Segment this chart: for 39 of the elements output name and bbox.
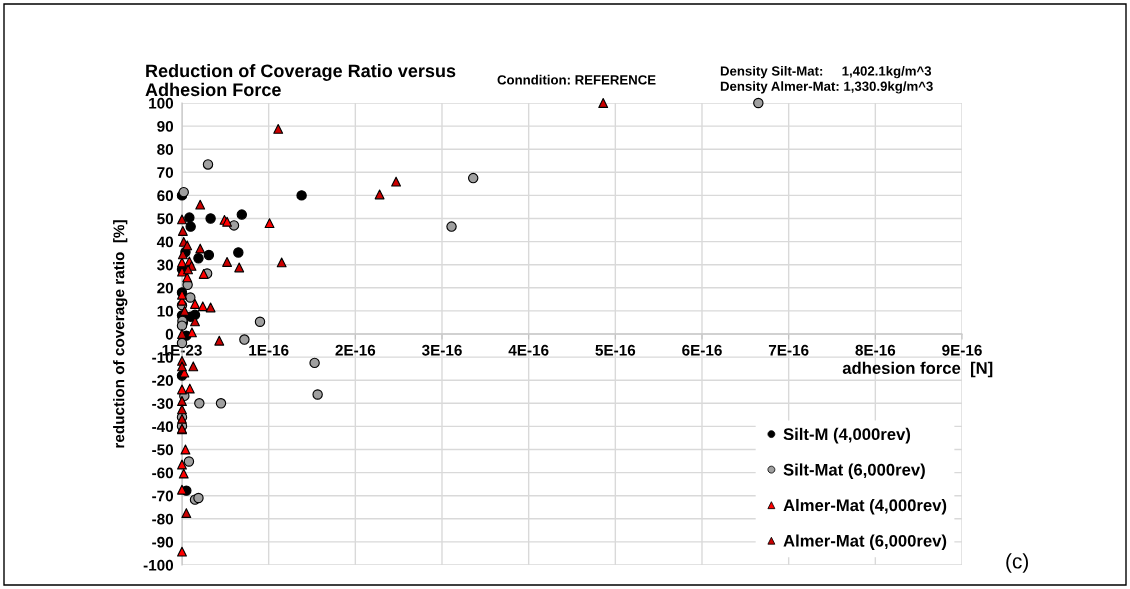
- y-tick-label: 20: [157, 282, 174, 294]
- y-tick-label: -50: [152, 444, 174, 456]
- x-tick-label: 4E-16: [508, 344, 549, 356]
- text: Density Silt-Mat: 1,402.1kg/m^3 Density Almer-Mat: 1,330.9kg/m^3: [720, 66, 933, 94]
- legend-label: Silt-M (4,000rev): [783, 427, 911, 444]
- y-tick-label: -70: [152, 490, 174, 502]
- x-tick-label: 5E-16: [595, 344, 636, 356]
- x-tick-label: 6E-16: [682, 344, 722, 356]
- x-axis-title: adhesion force [N]: [842, 361, 993, 378]
- x-tick-label: 8E-16: [855, 344, 896, 356]
- x-tick-label: 7E-16: [768, 344, 809, 356]
- y-axis-title: reduction of coverage ratio [%]: [113, 220, 128, 448]
- legend-label: Almer-Mat (4,000rev): [783, 498, 947, 515]
- y-tick-label: 10: [157, 305, 174, 317]
- y-tick-label: -80: [152, 513, 174, 525]
- y-tick-label: -40: [152, 421, 174, 433]
- y-tick-label: 90: [157, 120, 174, 132]
- legend-label: Almer-Mat (6,000rev): [783, 534, 947, 550]
- y-tick-label: -60: [152, 467, 174, 479]
- legend-label: Silt-Mat (6,000rev): [783, 463, 925, 479]
- y-tick-label: 70: [157, 167, 174, 178]
- x-tick-label: 2E-16: [335, 344, 376, 356]
- y-tick-label: -30: [152, 398, 174, 410]
- y-tick-label: -100: [143, 559, 174, 571]
- y-tick-label: 40: [156, 236, 174, 248]
- y-tick-label: -20: [152, 375, 174, 386]
- x-tick-label: 1E-16: [249, 344, 289, 356]
- chart-title: Reduction of Coverage Ratio versus Adhesion Force: [145, 64, 456, 97]
- text: (c): [1006, 553, 1028, 573]
- x-tick-label: 9E-16: [942, 344, 982, 356]
- x-tick-label: 3E-16: [421, 344, 462, 356]
- y-tick-label: 30: [157, 259, 174, 271]
- y-tick-label: 50: [157, 213, 174, 225]
- y-tick-label: 80: [157, 144, 174, 155]
- y-tick-label: 0: [165, 328, 174, 340]
- y-tick-label: -90: [152, 536, 174, 548]
- y-tick-label: 60: [157, 190, 174, 202]
- y-tick-label: 100: [149, 97, 174, 109]
- chart-subtitle: Conndition: REFERENCE: [497, 74, 656, 85]
